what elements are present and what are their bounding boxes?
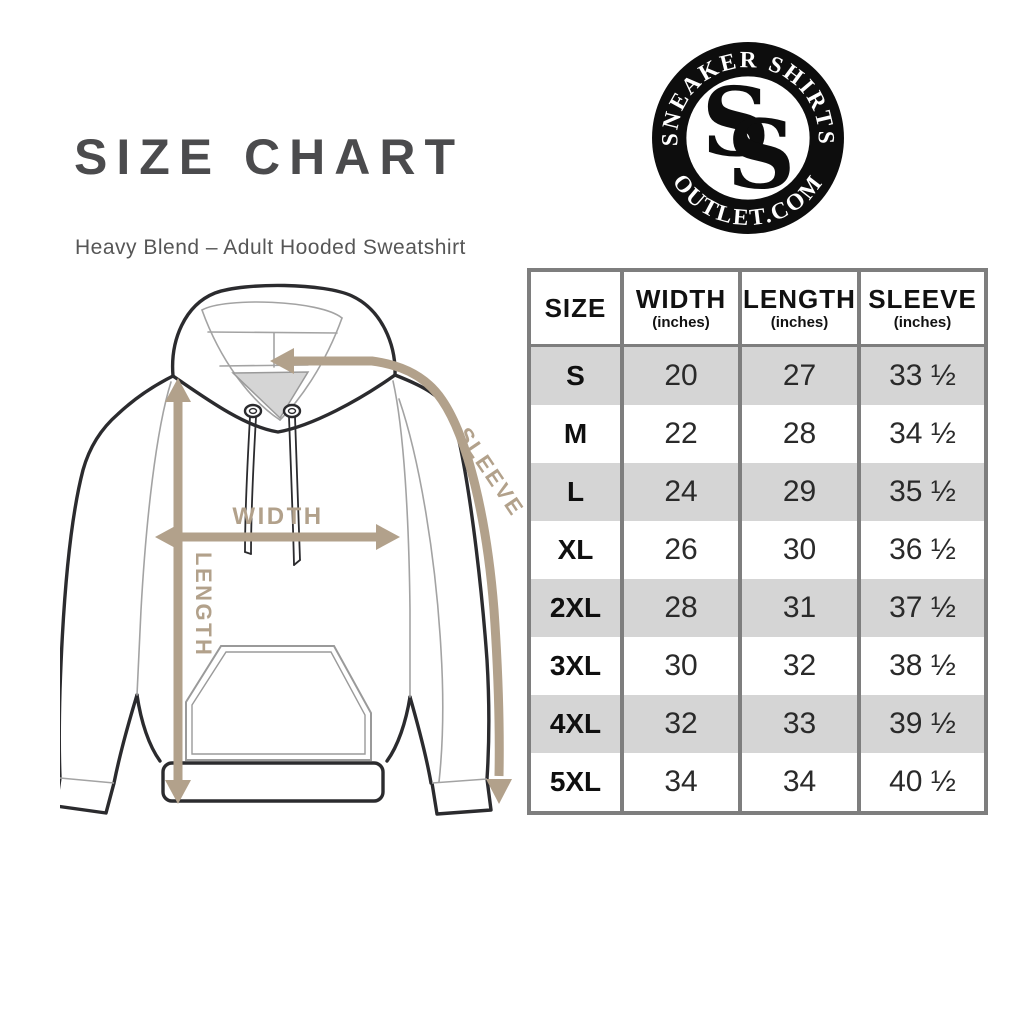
table-row-5xl: 5XL 34 34 40 ½: [529, 753, 986, 813]
cuffs: [60, 777, 493, 816]
width-value: 24: [620, 463, 740, 521]
width-value: 28: [620, 579, 740, 637]
size-value: L: [529, 463, 622, 521]
sleeve-value: 33 ½: [857, 345, 986, 405]
size-table-header: SIZE WIDTH (inches) LENGTH (inches) SLEEVE…: [529, 270, 986, 347]
sleeve-value: 35 ½: [857, 463, 986, 521]
length-value: 33: [738, 695, 859, 753]
product-subtitle: Heavy Blend – Adult Hooded Sweatshirt: [75, 236, 466, 259]
size-value: 4XL: [529, 695, 622, 753]
monogram-s-2: S: [727, 100, 796, 211]
hoodie-measurement-diagram: WIDTH LENGTH SLEEVE: [60, 283, 525, 816]
size-value: 5XL: [529, 753, 622, 813]
hood-v-inset: [231, 371, 310, 420]
sleeve-value: 34 ½: [857, 405, 986, 463]
measure-arrows: [155, 348, 512, 804]
size-value: 2XL: [529, 579, 622, 637]
sleeve-value: 38 ½: [857, 637, 986, 695]
width-value: 34: [620, 753, 740, 813]
width-value: 22: [620, 405, 740, 463]
sleeve-arrow: [270, 348, 512, 804]
brand-logo-badge: SNEAKER SHIRTS OUTLET.COM S S: [652, 42, 844, 234]
sleeve-value: 39 ½: [857, 695, 986, 753]
length-value: 31: [738, 579, 859, 637]
table-row-m: M 22 28 34 ½: [529, 405, 986, 463]
size-value: XL: [529, 521, 622, 579]
width-value: 32: [620, 695, 740, 753]
length-value: 34: [738, 753, 859, 813]
width-value: 20: [620, 345, 740, 405]
width-value: 30: [620, 637, 740, 695]
table-row-l: L 24 29 35 ½: [529, 463, 986, 521]
hoodie-outline: [60, 373, 491, 785]
sleeve-value: 36 ½: [857, 521, 986, 579]
col-header-size: SIZE: [529, 270, 622, 347]
length-value: 29: [738, 463, 859, 521]
kangaroo-pocket: [185, 645, 372, 761]
length-arrow: [165, 378, 191, 804]
length-value: 30: [738, 521, 859, 579]
width-label: WIDTH: [232, 503, 323, 530]
logo-ss-monogram: S S: [702, 67, 796, 210]
table-row-s: S 20 27 33 ½: [529, 345, 986, 405]
col-header-length: LENGTH (inches): [738, 270, 859, 347]
table-row-4xl: 4XL 32 33 39 ½: [529, 695, 986, 753]
monogram-s-1: S: [702, 67, 771, 178]
hem-band: [161, 761, 385, 803]
hoodie-seam-lines: [136, 380, 444, 783]
length-value: 28: [738, 405, 859, 463]
size-table: SIZE WIDTH (inches) LENGTH (inches) SLEEVE…: [527, 268, 988, 815]
logo-inner-circle: [686, 76, 810, 200]
length-label: LENGTH: [191, 552, 216, 657]
length-value: 27: [738, 345, 859, 405]
table-row-2xl: 2XL 28 31 37 ½: [529, 579, 986, 637]
length-value: 32: [738, 637, 859, 695]
col-header-sleeve: SLEEVE (inches): [857, 270, 986, 347]
col-header-width: WIDTH (inches): [620, 270, 740, 347]
size-value: S: [529, 345, 622, 405]
table-row-xl: XL 26 30 36 ½: [529, 521, 986, 579]
sleeve-value: 40 ½: [857, 753, 986, 813]
page-title: SIZE CHART: [74, 129, 464, 185]
drawstrings: [243, 403, 302, 566]
width-value: 26: [620, 521, 740, 579]
sleeve-value: 37 ½: [857, 579, 986, 637]
sleeve-label: SLEEVE: [452, 423, 525, 521]
size-value: 3XL: [529, 637, 622, 695]
size-value: M: [529, 405, 622, 463]
table-row-3xl: 3XL 30 32 38 ½: [529, 637, 986, 695]
hood-outline: [170, 283, 397, 434]
width-arrow: [155, 524, 400, 550]
